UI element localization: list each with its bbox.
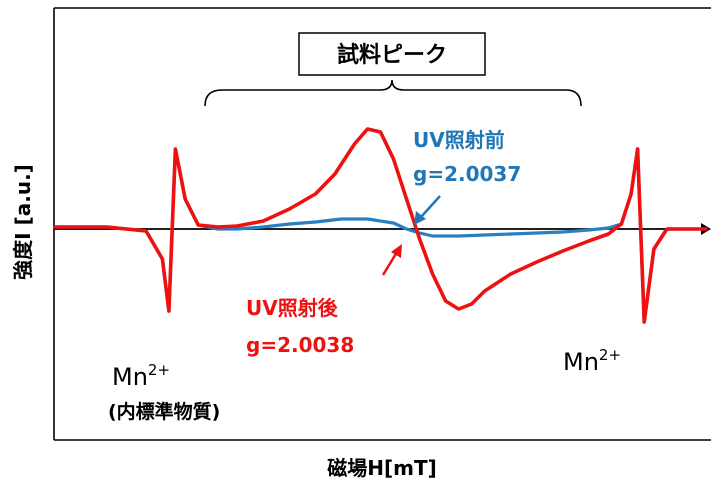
y-axis-label: 強度I [a.u.] <box>11 164 35 280</box>
uv-before-label: UV照射前 <box>413 128 505 152</box>
sample-peak-brace <box>204 79 582 107</box>
sample-peak-box <box>298 32 486 76</box>
uv-before-arrowhead <box>414 211 426 225</box>
uv-after-arrow <box>381 251 399 276</box>
uv-before-arrow <box>420 195 441 218</box>
uv-after-label: UV照射後 <box>246 296 339 320</box>
mn-left-label: Mn2+ <box>112 361 170 391</box>
sample-peak-label: 試料ピーク <box>337 42 447 68</box>
mn-right-base: Mn <box>563 348 599 376</box>
mn-right-label: Mn2+ <box>563 346 621 376</box>
internal-standard-label: (内標準物質) <box>108 400 220 423</box>
mn-left-sup: 2+ <box>148 361 170 379</box>
x-axis-label: 磁場H[mT] <box>327 456 437 480</box>
uv-after-arrowhead <box>391 244 402 258</box>
mn-left-base: Mn <box>112 363 148 391</box>
series-line-uv-after <box>53 127 708 324</box>
uv-after-g-value: g=2.0038 <box>246 333 354 357</box>
series-layer <box>53 127 708 324</box>
uv-before-g-value: g=2.0037 <box>413 162 521 186</box>
mn-right-sup: 2+ <box>599 346 621 364</box>
